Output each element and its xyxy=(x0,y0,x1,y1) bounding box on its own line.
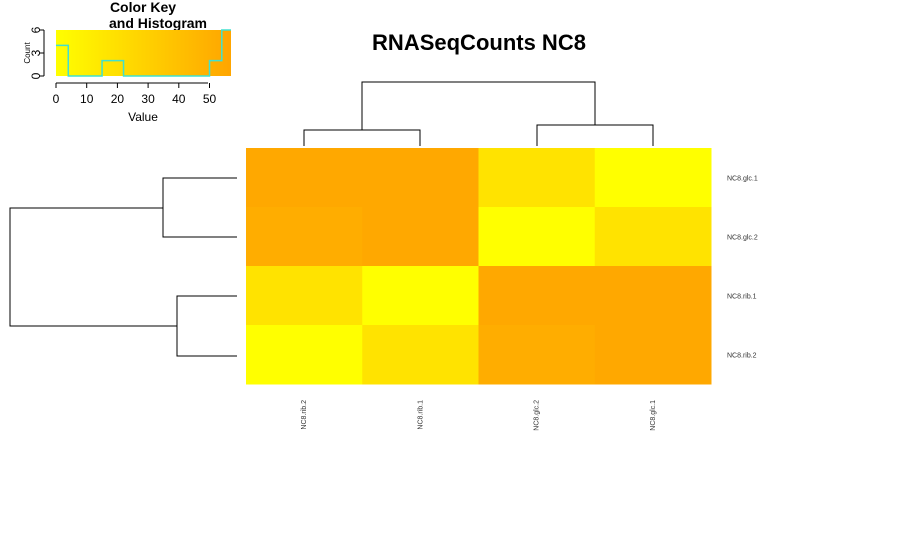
row-label: NC8.glc.2 xyxy=(727,235,758,242)
row-label: NC8.rib.2 xyxy=(727,353,757,360)
color-key-title-line1: Color Key xyxy=(110,0,176,15)
color-key-gradient xyxy=(56,30,231,76)
y-tick-label: 3 xyxy=(29,49,43,56)
heatmap-cell xyxy=(362,266,479,326)
column-label: NC8.rib.2 xyxy=(301,400,308,430)
column-label: NC8.rib.1 xyxy=(417,400,424,430)
heatmap-cell xyxy=(594,325,712,385)
histogram-line xyxy=(56,29,231,77)
color-key: Color Key and Histogram 0 10 20 30 40 50 036 … xyxy=(23,0,231,124)
heatmap-cell xyxy=(246,148,363,208)
column-label: NC8.glc.2 xyxy=(534,400,541,431)
heatmap-cell xyxy=(246,325,363,385)
heatmap-cell xyxy=(594,266,712,326)
y-tick-label: 0 xyxy=(29,72,43,79)
y-tick-label: 6 xyxy=(29,26,43,33)
heatmap-cell xyxy=(478,207,596,267)
heatmap-cell xyxy=(478,148,596,208)
heatmap-cell xyxy=(246,266,363,326)
heatmap-cell xyxy=(478,266,596,326)
x-tick-label: 30 xyxy=(141,92,155,106)
color-key-y-ticks: 0 3 6 xyxy=(29,26,44,79)
x-tick-label: 40 xyxy=(172,92,186,106)
heatmap-cells xyxy=(246,148,712,385)
chart-title: RNASeqCounts NC8 xyxy=(372,30,586,55)
heatmap-cell xyxy=(362,207,479,267)
color-key-x-ticks: 0 10 20 30 40 50 xyxy=(53,83,217,106)
heatmap-cell xyxy=(246,207,363,267)
column-label: NC8.glc.1 xyxy=(650,400,657,431)
color-key-ylabel: Count xyxy=(23,42,32,64)
heatmap-cell xyxy=(594,148,712,208)
row-dendrogram xyxy=(9,177,237,357)
row-label: NC8.glc.1 xyxy=(727,176,758,183)
color-key-histogram xyxy=(56,29,231,77)
x-tick-label: 20 xyxy=(111,92,125,106)
x-tick-label: 0 xyxy=(53,92,60,106)
row-labels: NC8.glc.1 NC8.glc.2 NC8.rib.1 NC8.rib.2 xyxy=(727,176,758,360)
heatmap-cell xyxy=(362,148,479,208)
column-labels: NC8.rib.2 NC8.rib.1 NC8.glc.2 NC8.glc.1 xyxy=(301,400,657,431)
color-key-title-line2: and Histogram xyxy=(109,15,207,31)
x-tick-label: 10 xyxy=(80,92,94,106)
color-key-xlabel: Value xyxy=(128,110,158,124)
column-dendrogram xyxy=(303,81,654,146)
heatmap-cell xyxy=(478,325,596,385)
heatmap-cell xyxy=(594,207,712,267)
row-label: NC8.rib.1 xyxy=(727,294,757,301)
heatmap-cell xyxy=(362,325,479,385)
x-tick-label: 50 xyxy=(203,92,217,106)
